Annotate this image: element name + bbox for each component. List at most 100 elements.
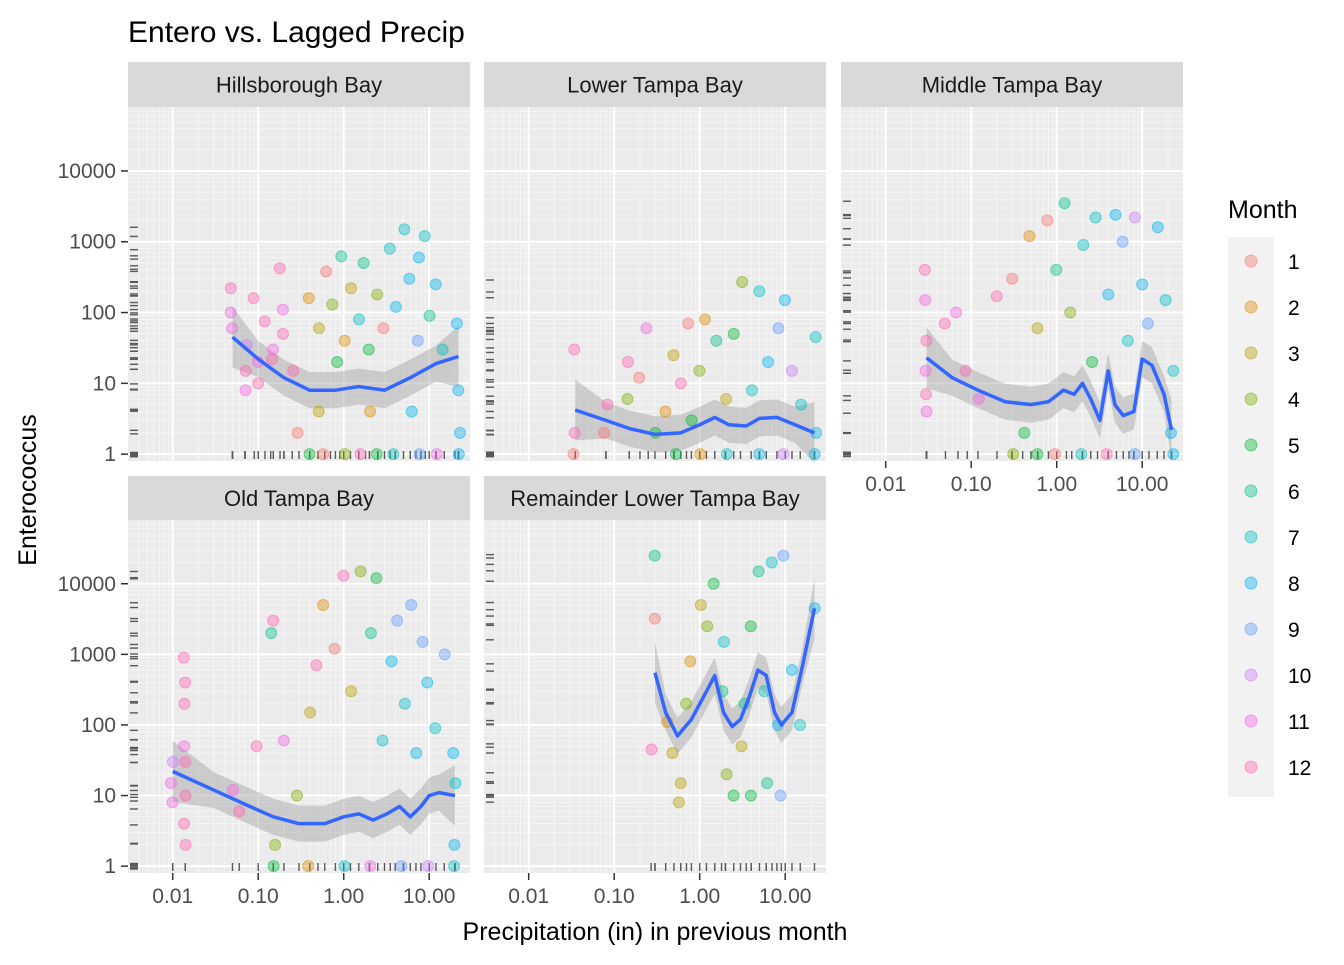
data-point [354, 448, 367, 461]
data-point [720, 768, 733, 781]
data-point [177, 651, 190, 664]
x-tick-label: 0.01 [865, 473, 906, 496]
data-point [364, 405, 377, 418]
legend-key-month-12 [1244, 760, 1258, 774]
data-point [598, 426, 611, 439]
y-tick-label: 100 [81, 302, 116, 325]
data-point [809, 331, 822, 344]
data-point [1109, 208, 1122, 221]
data-point [959, 364, 972, 377]
data-point [744, 789, 757, 802]
data-point [567, 448, 580, 461]
data-point [276, 303, 289, 316]
data-point [808, 448, 821, 461]
data-point [370, 448, 383, 461]
data-point [919, 294, 932, 307]
data-point [269, 838, 282, 851]
data-point [405, 599, 418, 612]
data-point [371, 288, 384, 301]
facet-strip [128, 62, 470, 107]
data-point [698, 313, 711, 326]
smooth-confidence-band [575, 379, 815, 464]
data-point [398, 223, 411, 236]
data-point [1031, 448, 1044, 461]
legend-key-month-7 [1244, 530, 1258, 544]
facet-strip [128, 476, 470, 520]
data-point [720, 448, 733, 461]
data-point [178, 740, 191, 753]
legend-label-month-3: 3 [1288, 343, 1300, 366]
facet-strip-label: Remainder Lower Tampa Bay [510, 486, 799, 511]
data-point [1086, 356, 1099, 369]
data-point [1128, 448, 1141, 461]
smooth-confidence-band [926, 327, 1172, 461]
data-point [919, 364, 932, 377]
x-tick-label: 1.00 [1036, 473, 1077, 496]
facet-panel-3: Middle Tampa Bay 0.01 0.10 1.00 10.00 [841, 62, 1183, 496]
data-point [326, 298, 339, 311]
data-point [667, 349, 680, 362]
data-point [682, 317, 695, 330]
y-tick-label: 10 [93, 785, 116, 808]
x-tick-label: 0.10 [238, 885, 279, 908]
data-point [258, 315, 271, 328]
data-point [447, 747, 460, 760]
data-point [387, 448, 400, 461]
x-tick-label: 10.00 [403, 885, 456, 908]
data-point [335, 250, 348, 263]
data-point [694, 448, 707, 461]
data-point [1159, 294, 1172, 307]
data-point [744, 620, 757, 633]
data-point [1007, 448, 1020, 461]
data-point [674, 377, 687, 390]
y-tick-label: 1 [104, 855, 116, 878]
data-point [736, 275, 749, 288]
data-point [267, 860, 280, 873]
data-point [785, 364, 798, 377]
data-point [179, 676, 192, 689]
x-tick-label: 0.01 [152, 885, 193, 908]
data-point [772, 322, 785, 335]
data-point [239, 384, 252, 397]
data-point [377, 322, 390, 335]
data-point [436, 343, 449, 356]
data-point [345, 282, 358, 295]
data-point [1041, 214, 1054, 227]
y-tick-label: 10000 [58, 573, 116, 596]
data-point [774, 789, 787, 802]
data-point [178, 697, 191, 710]
data-point [1102, 288, 1115, 301]
x-tick-label: 1.00 [323, 885, 364, 908]
data-point [328, 642, 341, 655]
data-point [752, 565, 765, 578]
data-point [453, 426, 466, 439]
data-point [410, 747, 423, 760]
data-point [166, 755, 179, 768]
x-tick-label: 10.00 [759, 885, 812, 908]
data-point [448, 838, 461, 851]
data-point [449, 777, 462, 790]
data-point [1136, 278, 1149, 291]
y-tick-label: 1 [104, 443, 116, 466]
x-tick-label: 1.00 [679, 885, 720, 908]
data-point [452, 448, 465, 461]
smooth-line [574, 408, 816, 437]
data-point [778, 294, 791, 307]
data-point [227, 783, 240, 796]
data-point [568, 426, 581, 439]
data-point [385, 655, 398, 668]
data-point [1018, 426, 1031, 439]
legend-label-month-10: 10 [1288, 665, 1311, 688]
data-point [313, 322, 326, 335]
data-point [252, 377, 265, 390]
data-point [1050, 263, 1063, 276]
x-tick-label: 0.10 [594, 885, 635, 908]
data-point [1128, 211, 1141, 224]
data-point [302, 860, 315, 873]
data-point [239, 364, 252, 377]
legend-label-month-5: 5 [1288, 435, 1300, 458]
facet-panel-5: Remainder Lower Tampa Bay 0.01 0.10 1.00 10.… [484, 476, 826, 908]
facet-strip-label: Old Tampa Bay [224, 486, 374, 511]
data-point [727, 789, 740, 802]
